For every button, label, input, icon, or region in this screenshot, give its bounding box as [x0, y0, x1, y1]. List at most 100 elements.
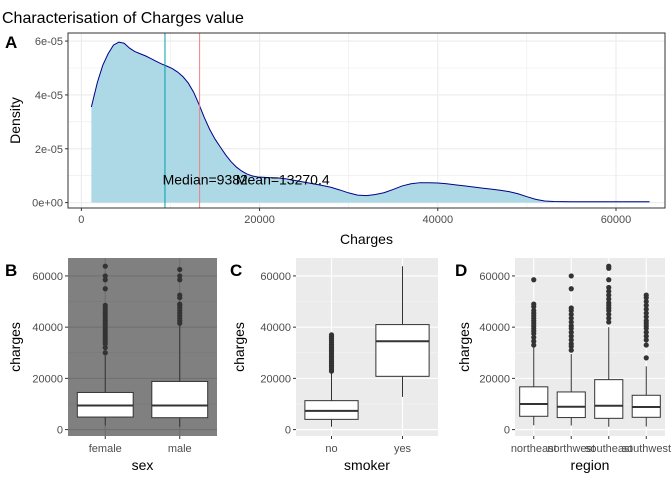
box-outlier-point — [606, 284, 612, 291]
y-tick-label: 40000 — [479, 322, 510, 334]
box-outlier-point — [568, 319, 574, 325]
x-tick-label: 40000 — [422, 214, 453, 226]
box-outlier-point — [643, 333, 649, 339]
x-tick-label: northeast — [511, 443, 557, 455]
box-outlier-point — [568, 333, 574, 339]
y-tick-label: 0 — [285, 425, 291, 437]
box-outlier-point — [643, 298, 649, 305]
box-outlier-point — [568, 329, 574, 335]
box-outlier-point — [568, 337, 574, 343]
box-outlier-point — [531, 301, 537, 307]
panel-tag-c: C — [230, 261, 242, 280]
y-tick-label: 6e-05 — [35, 36, 63, 48]
panel-tag-a: A — [5, 33, 17, 52]
box-iqr — [151, 380, 209, 419]
box-outlier-point — [643, 355, 649, 361]
box-outlier-point — [177, 273, 183, 279]
y-tick-label: 0 — [57, 425, 63, 437]
box-outlier-point — [568, 347, 574, 353]
panel-b-y-axis-title: charges — [7, 322, 23, 372]
x-tick-label: 0 — [78, 214, 84, 226]
y-tick-label: 40000 — [260, 322, 291, 334]
y-tick-label: 4e-05 — [35, 90, 63, 102]
box-outlier-point — [177, 292, 183, 298]
box-iqr — [375, 324, 430, 377]
panel-b-x-axis-title: sex — [132, 457, 154, 473]
box-outlier-point — [643, 329, 649, 335]
box-outlier-point — [568, 315, 574, 321]
box-outlier-point — [606, 277, 612, 283]
box-outlier-point — [568, 323, 574, 329]
x-tick-label: no — [325, 443, 337, 455]
x-tick-label: northwest — [547, 443, 595, 455]
box-outlier-point — [102, 350, 108, 356]
box-outlier-point — [643, 318, 649, 324]
box-outlier-point — [606, 300, 612, 306]
box-outlier-point — [606, 311, 612, 317]
x-tick-label: female — [89, 443, 122, 455]
box-outlier-point — [177, 277, 183, 283]
box-outlier-point — [568, 341, 574, 347]
box-iqr — [594, 379, 624, 419]
box-outlier-point — [643, 337, 649, 343]
y-tick-label: 20000 — [32, 373, 63, 385]
box-outlier-point — [102, 273, 108, 279]
box-outlier-point — [102, 277, 108, 283]
y-tick-label: 2e-05 — [35, 144, 63, 156]
box-outlier-point — [177, 266, 183, 273]
box-outlier-point — [643, 292, 649, 298]
box-outlier-point — [643, 342, 649, 348]
y-tick-label: 0 — [504, 425, 510, 437]
y-tick-label: 40000 — [32, 322, 63, 334]
y-tick-label: 60000 — [479, 271, 510, 283]
x-tick-label: 60000 — [601, 214, 632, 226]
box-outlier-point — [643, 314, 649, 320]
box-outlier-point — [643, 306, 649, 312]
density-area — [91, 42, 650, 203]
panel-d-y-axis-title: charges — [456, 322, 472, 372]
panel-d-x-axis-title: region — [571, 457, 610, 473]
x-tick-label: southwest — [621, 443, 671, 455]
box-outlier-point — [102, 286, 108, 292]
box-iqr — [519, 386, 549, 417]
x-tick-label: male — [168, 443, 192, 455]
box-outlier-point — [568, 311, 574, 317]
panel-a-y-axis-title: Density — [7, 97, 23, 144]
panel-c-x-axis-title: smoker — [344, 457, 390, 473]
box-iqr — [556, 391, 586, 419]
box-outlier-point — [568, 273, 574, 279]
panel-tag-d: D — [455, 261, 467, 280]
box-outlier-point — [102, 263, 108, 269]
median-label: Median=9382 — [163, 172, 248, 188]
box-outlier-point — [177, 301, 183, 307]
x-tick-label: yes — [394, 443, 412, 455]
y-tick-label: 60000 — [260, 271, 291, 283]
box-outlier-point — [531, 307, 537, 314]
box-outlier-point — [531, 342, 537, 348]
x-tick-label: southeast — [585, 443, 633, 455]
y-tick-label: 20000 — [479, 373, 510, 385]
panel-a-border — [67, 32, 666, 209]
box-outlier-point — [102, 302, 108, 308]
box-outlier-point — [643, 302, 649, 308]
box-outlier-point — [568, 286, 574, 292]
density-curve — [90, 41, 650, 203]
panel-tag-b: B — [5, 261, 17, 280]
box-outlier-point — [606, 263, 612, 269]
box-outlier-point — [606, 288, 612, 294]
x-tick-label: 20000 — [244, 214, 275, 226]
box-outlier-point — [606, 296, 612, 302]
mean-label: Mean=13270.4 — [236, 172, 330, 188]
box-outlier-point — [606, 315, 612, 321]
panel-c-y-axis-title: charges — [231, 322, 247, 372]
box-outlier-point — [606, 319, 612, 325]
box-outlier-point — [102, 345, 108, 351]
box-outlier-point — [643, 310, 649, 316]
box-outlier-point — [606, 292, 612, 298]
box-outlier-point — [531, 277, 537, 283]
figure-title: Characterisation of Charges value — [2, 10, 244, 27]
panel-a-x-axis-title: Charges — [340, 231, 393, 247]
box-outlier-point — [531, 334, 537, 340]
